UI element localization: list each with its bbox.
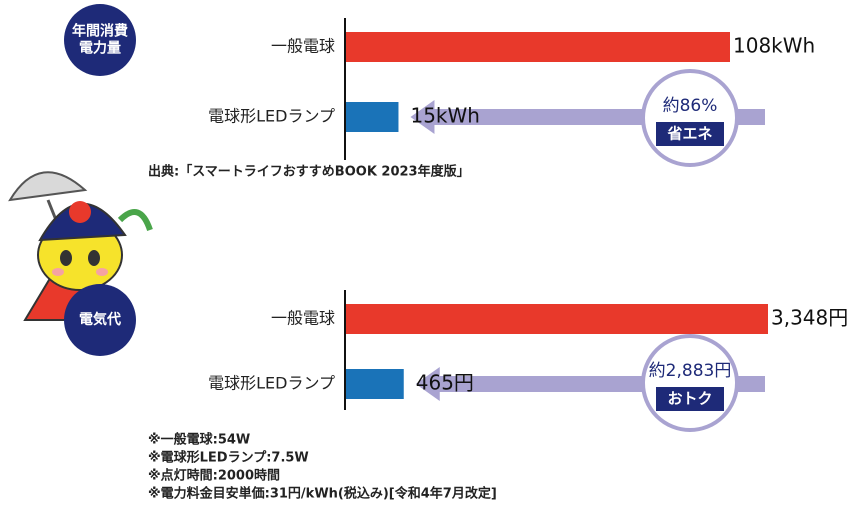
- value-label: 15kWh: [410, 104, 479, 128]
- note: ※点灯時間:2000時間: [148, 468, 280, 484]
- callout-circle: [643, 336, 737, 430]
- note: ※電力料金目安単価:31円/kWh(税込み)[令和4年7月改定]: [148, 486, 497, 502]
- badge-text: 電力量: [79, 40, 121, 57]
- bar: [345, 369, 404, 399]
- category-label: 一般電球: [271, 37, 335, 56]
- note: ※一般電球:54W: [148, 432, 250, 448]
- bar: [345, 102, 398, 132]
- note: ※電球形LEDランプ:7.5W: [148, 450, 309, 466]
- infographic: 出典:「スマートライフおすすめBOOK 2023年度版」 年間消費電力量一般電球…: [0, 0, 865, 511]
- category-label: 電球形LEDランプ: [208, 107, 335, 126]
- bar: [345, 304, 768, 334]
- category-label: 一般電球: [271, 309, 335, 328]
- bar: [345, 32, 730, 62]
- callout-value: 約2,883円: [649, 361, 732, 381]
- value-label: 108kWh: [733, 34, 815, 58]
- value-label: 3,348円: [771, 306, 848, 330]
- badge-text: 年間消費: [72, 23, 128, 40]
- callout-value: 約86%: [663, 96, 718, 116]
- category-label: 電球形LEDランプ: [208, 374, 335, 393]
- callout-circle: [643, 71, 737, 165]
- badge-text: 電気代: [79, 311, 121, 328]
- callout-tag-text: 省エネ: [666, 125, 712, 143]
- source: 出典:「スマートライフおすすめBOOK 2023年度版」: [148, 164, 470, 180]
- callout-tag-text: おトク: [667, 390, 712, 408]
- value-label: 465円: [416, 371, 474, 395]
